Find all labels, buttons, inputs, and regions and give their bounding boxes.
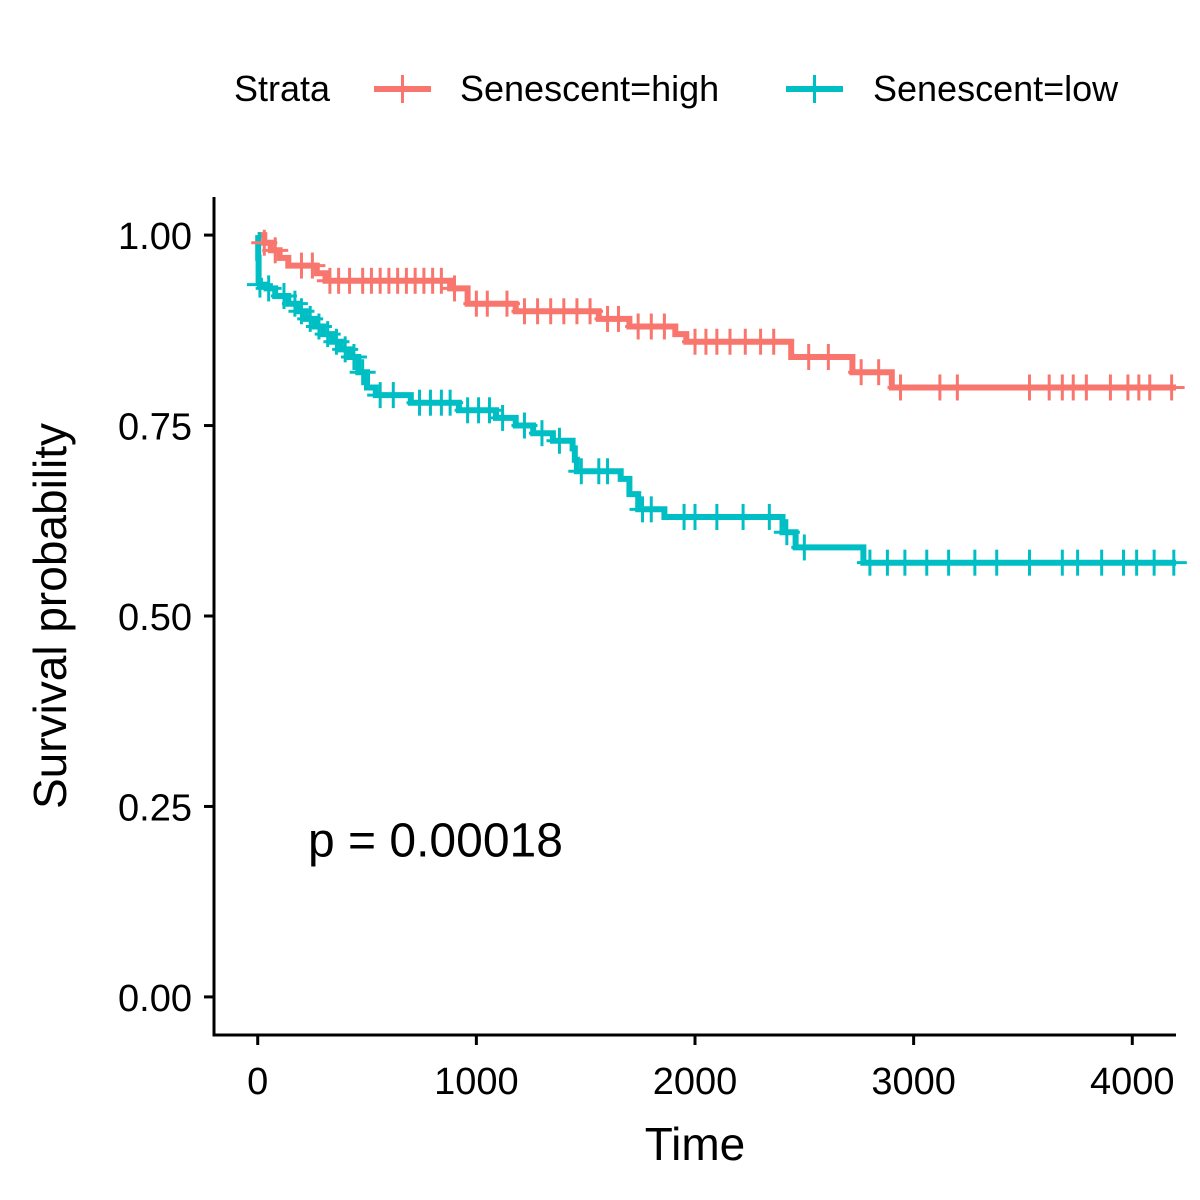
censor-mark [944,374,971,401]
y-tick-label: 0.00 [118,978,192,1020]
y-tick-label: 0.25 [118,787,192,829]
p-value-annotation: p = 0.00018 [308,815,563,868]
censor-mark [815,343,842,370]
legend-items: Senescent=high Senescent=low [374,68,1119,109]
x-tick-label: 1000 [434,1061,519,1103]
censor-mark [1136,374,1163,401]
censor-mark [887,374,914,401]
x-axis-title: Time [645,1118,746,1170]
censor-mark [476,397,503,424]
legend-label: Senescent=low [873,68,1119,109]
legend: Strata Senescent=high Senescent=low [234,68,1119,109]
censor-mark [1088,549,1115,576]
censor-mark [299,252,326,279]
censor-mark [511,412,538,439]
curve-high [257,232,1176,391]
x-tick-label: 4000 [1090,1061,1175,1103]
y-axis-title: Survival probability [24,423,76,809]
legend-label: Senescent=high [460,68,719,109]
censor-mark [935,549,962,576]
x-ticks: 0 1000 2000 3000 4000 [247,1035,1175,1103]
censor-mark [428,267,455,294]
censor-mark [255,275,282,302]
censor-mark [528,420,555,447]
x-tick-label: 2000 [653,1061,738,1103]
censor-mark [961,549,988,576]
censor-mark [1160,549,1187,576]
y-tick-label: 1.00 [118,216,192,258]
legend-item-high: Senescent=high [374,68,719,109]
censor-mark [682,503,708,530]
censor-mark [891,549,918,576]
censor-mark [349,359,376,386]
censor-mark [1016,549,1043,576]
censor-mark [865,359,892,386]
censor-mark [437,389,464,416]
censor-mark [489,404,516,431]
censor-mark [730,503,757,530]
censor-mark [651,313,678,340]
y-tick-label: 0.75 [118,407,192,449]
axes: 0.00 0.25 0.50 0.75 1.00 0 1000 2000 3000 4000 [118,197,1176,1103]
legend-item-low: Senescent=low [786,68,1119,109]
censor-mark [493,290,520,317]
censor-mark [1158,374,1185,401]
censor-mark [913,549,940,576]
censor-marks [246,229,1187,576]
legend-title: Strata [234,68,331,109]
x-tick-label: 3000 [871,1061,956,1103]
legend-key [374,75,431,103]
x-tick-label: 0 [247,1061,268,1103]
censor-mark [1073,374,1100,401]
censor-mark [441,275,468,302]
censor-mark [773,519,800,546]
censor-mark [791,534,818,561]
censor-mark [594,458,621,485]
censor-mark [983,549,1010,576]
censor-mark [756,503,783,530]
censor-mark [262,237,289,264]
y-ticks: 0.00 0.25 0.50 0.75 1.00 [118,216,214,1020]
censor-mark [380,382,407,409]
censor-mark [638,496,665,523]
censor-mark [340,343,367,370]
legend-key [786,75,843,103]
y-tick-label: 0.50 [118,597,192,639]
censor-mark [577,298,604,325]
censor-mark [760,328,787,355]
censor-mark [703,503,730,530]
censor-mark [605,305,632,332]
censor-mark [546,427,573,454]
censor-mark [1064,549,1091,576]
